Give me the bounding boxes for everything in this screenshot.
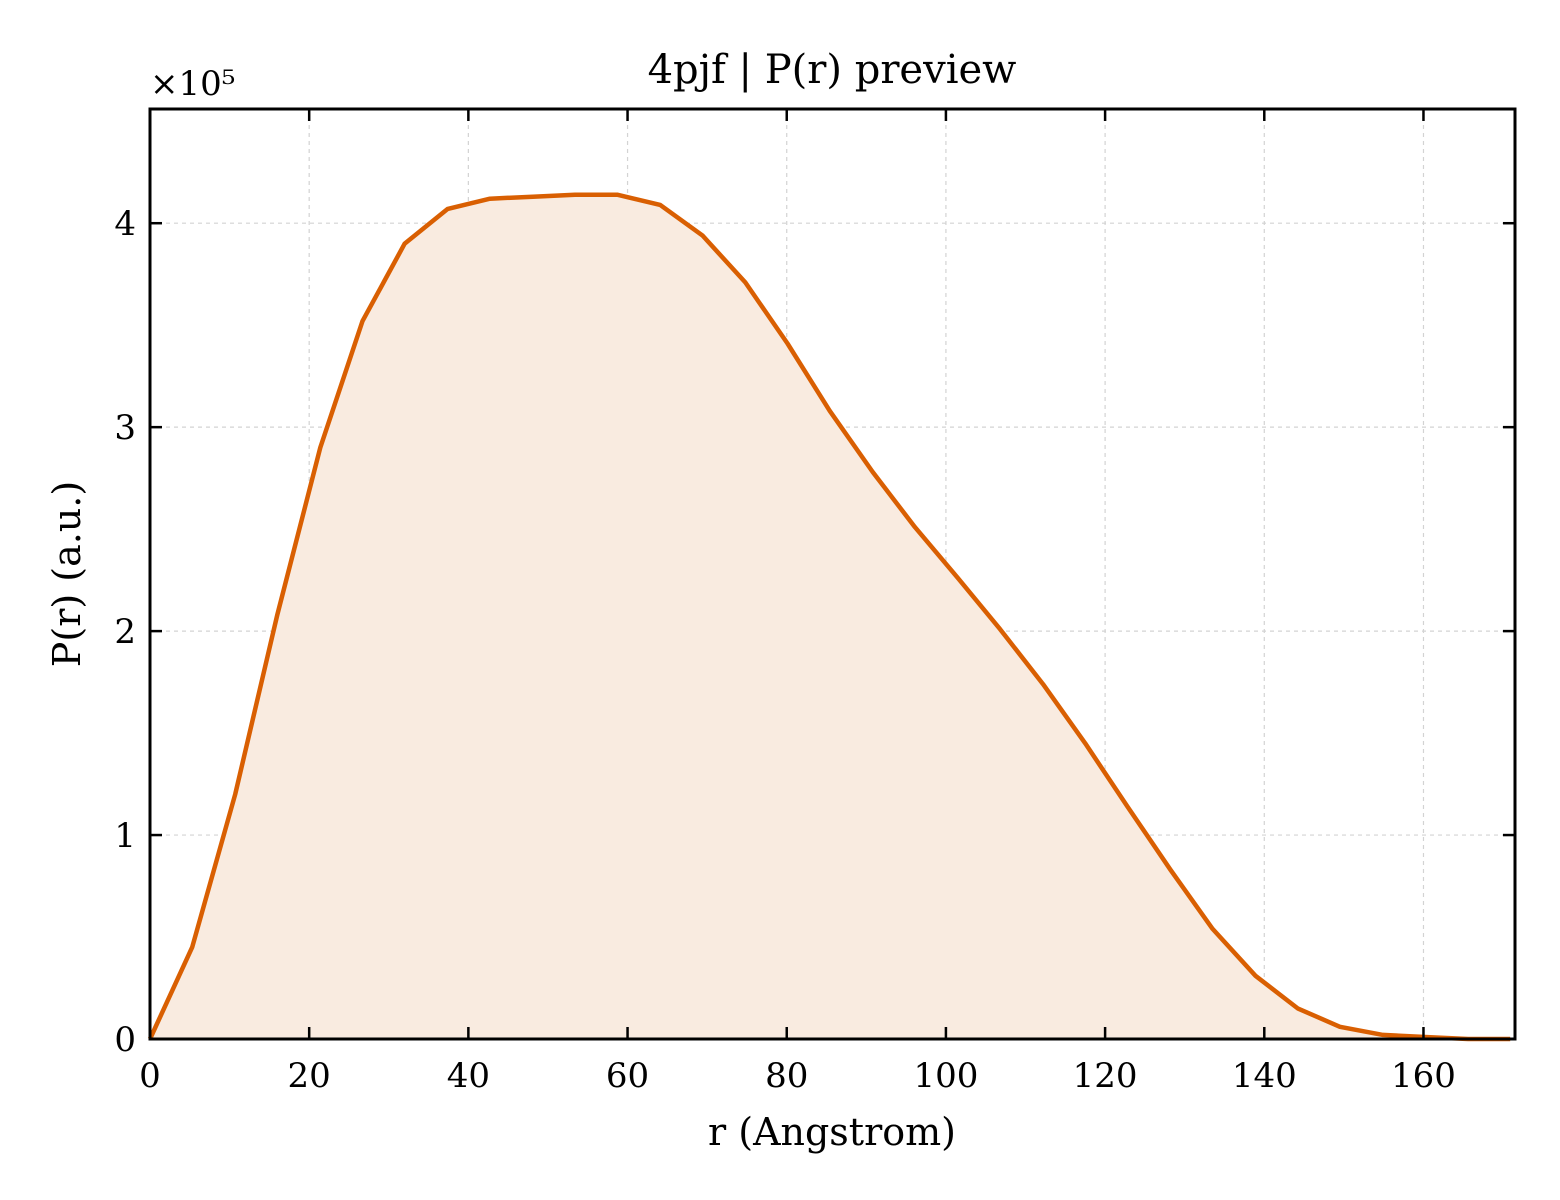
- y-axis-label: P(r) (a.u.): [45, 481, 89, 667]
- axis-ticks: 0 20 40 60 80 100 120 140 160 0 1 2 3 4: [114, 109, 1515, 1096]
- x-tick-label: 60: [606, 1056, 649, 1096]
- chart-title: 4pjf | P(r) preview: [648, 47, 1017, 93]
- x-tick-label: 100: [913, 1056, 978, 1096]
- y-tick-label: 3: [114, 408, 136, 448]
- x-tick-label: 0: [139, 1056, 161, 1096]
- x-tick-label: 40: [447, 1056, 490, 1096]
- plot-frame: [148, 107, 1517, 1041]
- x-tick-label: 20: [288, 1056, 331, 1096]
- y-tick-label: 0: [114, 1020, 136, 1060]
- x-tick-label: 160: [1391, 1056, 1456, 1096]
- x-tick-label: 120: [1073, 1056, 1138, 1096]
- x-axis-label: r (Angstrom): [708, 1110, 956, 1154]
- pr-points: [149, 194, 1511, 1040]
- x-tick-label: 140: [1232, 1056, 1297, 1096]
- y-tick-label: 1: [114, 816, 136, 856]
- y-tick-label: 2: [114, 612, 136, 652]
- pr-area-fill: [150, 194, 1511, 1039]
- y-multiplier-label: ×10⁵: [150, 64, 235, 104]
- y-tick-label: 4: [114, 204, 136, 244]
- x-tick-label: 80: [765, 1056, 808, 1096]
